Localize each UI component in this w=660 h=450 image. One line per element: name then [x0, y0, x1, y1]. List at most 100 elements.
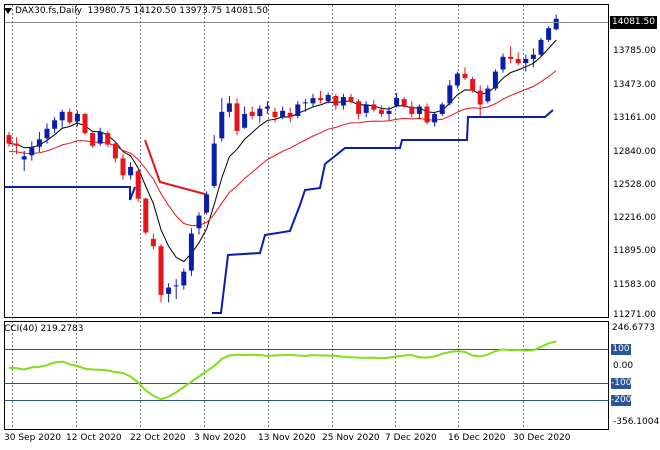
- candle-body: [166, 287, 172, 294]
- candle-body: [515, 58, 521, 64]
- stop-segment: [212, 109, 554, 314]
- cci-label: CCI(40) 219.2783: [4, 324, 84, 334]
- candle-body: [409, 106, 415, 114]
- candle-body: [226, 103, 232, 112]
- candle-body: [82, 113, 88, 134]
- date-tick: 16 Dec 2020: [448, 433, 506, 443]
- candle-body: [454, 73, 460, 86]
- ohlc-values: 13980.75 14120.50 13973.75 14081.50: [87, 6, 268, 16]
- candle-body: [52, 120, 58, 129]
- candle-body: [135, 171, 141, 199]
- date-tick: 30 Sep 2020: [4, 433, 62, 443]
- candle-body: [257, 108, 263, 117]
- candle-body: [508, 56, 514, 59]
- candle-body: [363, 104, 369, 113]
- candle-body: [470, 79, 476, 91]
- candle-body: [112, 143, 118, 159]
- candle-body: [249, 111, 255, 117]
- cci-level-minus100: -100: [611, 378, 632, 389]
- symbol-label: DAX30.fs,Daily: [15, 6, 82, 16]
- candle-body: [264, 106, 270, 109]
- candle-body: [97, 131, 103, 144]
- date-tick: 30 Dec 2020: [513, 433, 571, 443]
- candle-body: [485, 88, 491, 102]
- candle-body: [44, 128, 50, 139]
- candle-body: [462, 73, 468, 78]
- candle-body: [67, 111, 73, 123]
- candle-body: [6, 135, 12, 144]
- date-tick: 12 Oct 2020: [66, 433, 122, 443]
- candle-body: [340, 97, 346, 106]
- candle-body: [36, 139, 42, 147]
- candle-body: [500, 56, 506, 70]
- candle-body: [394, 98, 400, 106]
- candle-body: [530, 54, 536, 59]
- candle-body: [181, 271, 187, 286]
- candle-body: [378, 109, 384, 114]
- price-tick: 12840.00: [613, 147, 656, 157]
- candle-body: [325, 94, 331, 102]
- candle-body: [29, 146, 35, 156]
- candle-body: [272, 111, 278, 118]
- candle-body: [386, 110, 392, 114]
- candle-body: [143, 198, 149, 233]
- candle-body: [538, 39, 544, 55]
- price-tick: 11271.00: [613, 310, 656, 320]
- candle-body: [21, 156, 27, 160]
- candle-body: [295, 104, 301, 117]
- candlesticks: [6, 14, 559, 303]
- price-tick: 13161.00: [613, 113, 656, 123]
- candle-body: [523, 58, 529, 64]
- cci-level-minus200: -200: [611, 395, 632, 406]
- candle-body: [173, 285, 179, 287]
- price-tick: 13785.00: [613, 46, 656, 56]
- candle-body: [546, 28, 552, 40]
- candle-body: [150, 238, 156, 247]
- price-tick: 12528.00: [613, 180, 656, 190]
- candle-body: [432, 113, 438, 123]
- candle-body: [219, 111, 225, 139]
- cci-axis-top: 246.6773: [610, 323, 657, 334]
- price-tick: 11895.00: [613, 246, 656, 256]
- candle-body: [348, 97, 354, 102]
- candle-body: [196, 215, 202, 229]
- candle-body: [333, 95, 339, 106]
- candle-body: [416, 106, 422, 114]
- date-tick: 7 Dec 2020: [385, 433, 437, 443]
- cci-trace: [8, 340, 557, 401]
- candle-body: [211, 143, 217, 186]
- candle-body: [439, 104, 445, 114]
- candle-body: [90, 133, 96, 146]
- cci-level-100: 100: [611, 344, 631, 355]
- cci-line: [8, 340, 557, 401]
- candle-body: [74, 113, 80, 122]
- candle-body: [553, 18, 559, 30]
- candle-body: [158, 246, 164, 295]
- vertical-grid-lines: [12, 5, 524, 429]
- candle-body: [371, 104, 377, 110]
- chart-header: DAX30.fs,Daily 13980.75 14120.50 13973.7…: [4, 5, 268, 17]
- candle-body: [14, 143, 20, 146]
- candle-body: [287, 112, 293, 118]
- candle-body: [356, 101, 362, 114]
- candle-body: [120, 158, 126, 176]
- candle-body: [401, 99, 407, 106]
- current-price-badge: 14081.50: [610, 16, 657, 29]
- candle-body: [280, 110, 286, 118]
- price-tick: 12216.00: [613, 213, 656, 223]
- candle-body: [424, 106, 430, 123]
- candle-body: [242, 113, 248, 128]
- candle-body: [318, 98, 324, 101]
- date-tick: 22 Oct 2020: [130, 433, 186, 443]
- price-tick: 13473.00: [613, 80, 656, 90]
- candle-body: [188, 233, 194, 271]
- candle-body: [477, 90, 483, 105]
- date-tick: 3 Nov 2020: [194, 433, 246, 443]
- symbol-dropdown-icon[interactable]: [4, 7, 12, 14]
- date-tick: 13 Nov 2020: [258, 433, 316, 443]
- candle-body: [234, 103, 240, 131]
- cci-axis-bottom: -356.1004: [613, 417, 660, 427]
- candle-body: [447, 85, 453, 104]
- price-tick: 11583.00: [613, 280, 656, 290]
